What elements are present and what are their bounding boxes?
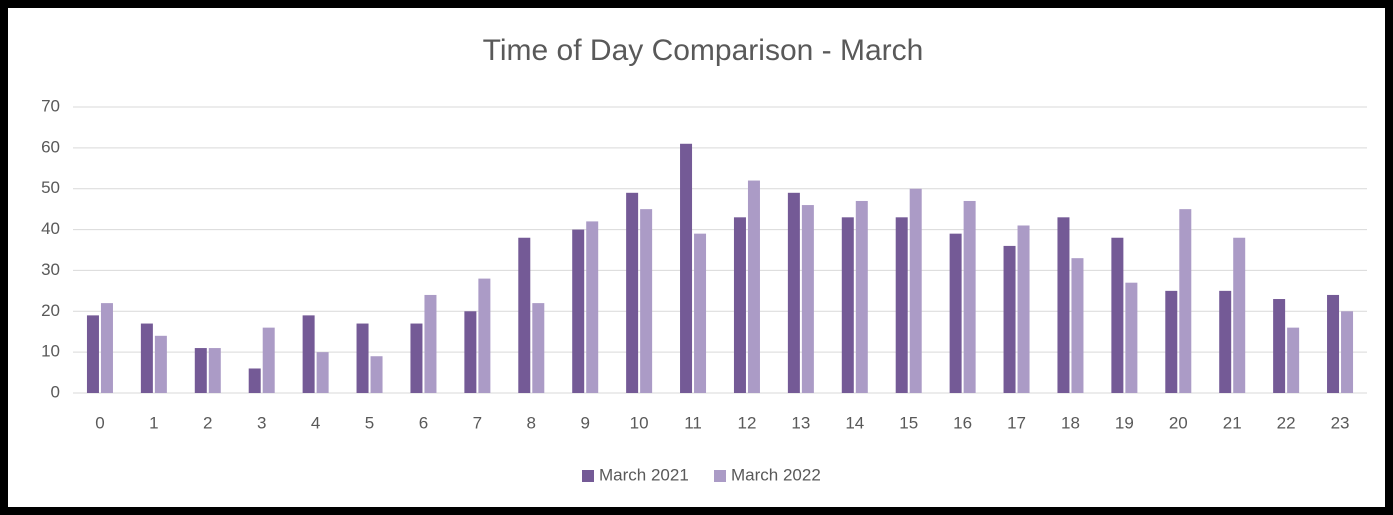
bar: [464, 311, 477, 393]
bar: [1219, 290, 1232, 393]
x-tick-label: 1: [149, 413, 158, 432]
x-tick-label: 7: [473, 413, 482, 432]
x-tick-label: 14: [845, 413, 864, 432]
bar: [572, 229, 585, 393]
bar: [1233, 237, 1246, 393]
x-tick-label: 22: [1277, 413, 1296, 432]
bar: [855, 200, 868, 393]
bar: [154, 335, 167, 393]
bar: [1111, 237, 1124, 393]
bar: [518, 237, 531, 393]
x-tick-label: 17: [1007, 413, 1026, 432]
bar: [424, 294, 437, 393]
bar: [100, 303, 113, 393]
bar: [140, 323, 153, 393]
bar: [1071, 258, 1084, 393]
x-tick-label: 21: [1223, 413, 1242, 432]
bar: [895, 217, 908, 393]
bar: [841, 217, 854, 393]
bar: [640, 209, 653, 393]
x-tick-label: 5: [365, 413, 374, 432]
bar: [410, 323, 423, 393]
bar: [316, 352, 329, 393]
legend-swatch: [582, 470, 594, 482]
x-tick-label: 6: [419, 413, 428, 432]
bar: [248, 368, 261, 393]
bar: [909, 188, 922, 393]
x-tick-label: 23: [1331, 413, 1350, 432]
x-tick-label: 9: [580, 413, 589, 432]
x-tick-label: 2: [203, 413, 212, 432]
bar: [733, 217, 746, 393]
bar: [1165, 290, 1178, 393]
x-tick-label: 15: [899, 413, 918, 432]
legend-label: March 2021: [599, 465, 689, 484]
y-tick-label: 70: [41, 96, 60, 115]
bar: [963, 200, 976, 393]
bar: [949, 233, 962, 393]
y-tick-label: 20: [41, 301, 60, 320]
bar: [1125, 282, 1138, 393]
bar: [1179, 209, 1192, 393]
x-tick-label: 8: [527, 413, 536, 432]
bar: [1287, 327, 1300, 393]
bar: [86, 315, 99, 393]
x-tick-label: 11: [684, 413, 702, 432]
bar: [302, 315, 315, 393]
y-tick-label: 40: [41, 219, 60, 238]
bar: [787, 192, 800, 393]
bar: [208, 348, 221, 393]
bar: [1327, 294, 1340, 393]
bar: [586, 221, 599, 393]
bar: [1057, 217, 1070, 393]
x-tick-label: 3: [257, 413, 266, 432]
y-tick-label: 60: [41, 137, 60, 156]
bar: [801, 205, 814, 393]
y-tick-label: 30: [41, 260, 60, 279]
x-tick-label: 16: [953, 413, 972, 432]
bar: [262, 327, 275, 393]
x-tick-label: 13: [791, 413, 810, 432]
bar: [680, 143, 693, 393]
bar: [356, 323, 369, 393]
bar: [370, 356, 383, 393]
y-tick-label: 50: [41, 178, 60, 197]
x-tick-label: 0: [95, 413, 104, 432]
bar: [626, 192, 639, 393]
chart-title: Time of Day Comparison - March: [483, 34, 924, 67]
bar: [747, 180, 760, 393]
x-tick-label: 10: [630, 413, 649, 432]
x-tick-label: 19: [1115, 413, 1134, 432]
x-tick-label: 12: [737, 413, 756, 432]
y-tick-label: 10: [41, 342, 60, 361]
bar: [1017, 225, 1030, 393]
bar: [1341, 311, 1354, 393]
legend-label: March 2022: [731, 465, 821, 484]
bar: [1003, 245, 1016, 393]
legend-swatch: [714, 470, 726, 482]
bar: [532, 303, 545, 393]
bar: [694, 233, 707, 393]
x-tick-label: 20: [1169, 413, 1188, 432]
y-tick-label: 0: [51, 382, 60, 401]
bar: [194, 348, 207, 393]
bar: [478, 278, 491, 393]
x-tick-label: 18: [1061, 413, 1080, 432]
bar: [1273, 299, 1286, 393]
x-tick-label: 4: [311, 413, 320, 432]
